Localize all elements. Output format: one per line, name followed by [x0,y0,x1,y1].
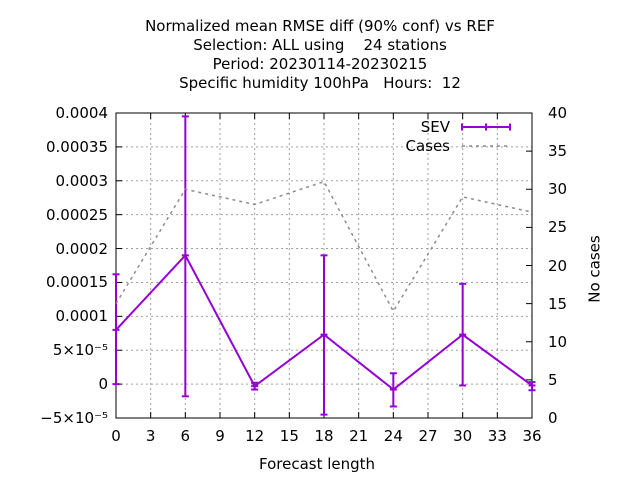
y-tick-label: 0.0002 [55,239,109,258]
x-tick-label: 18 [314,427,334,445]
y-tick-label: 0.0001 [55,307,109,326]
y-tick-label: 0.00015 [45,273,108,292]
x-axis-label: Forecast length [259,455,376,473]
y2-tick-label: 10 [548,332,568,351]
x-tick-label: 12 [245,427,265,445]
y2-tick-label: 0 [548,409,558,427]
title-line-4: Specific humidity 100hPa Hours: 12 [179,74,461,92]
y-tick-label: −5×10⁻⁵ [40,409,108,427]
x-tick-label: 9 [215,427,225,445]
x-tick-label: 21 [349,427,369,445]
y-tick-label: 0.00035 [45,137,108,156]
legend-label: SEV [420,118,450,136]
y2-axis-label: No cases [585,235,604,303]
x-tick-label: 24 [383,427,403,445]
y2-tick-label: 35 [548,142,568,161]
y-tick-label: 0.0003 [55,171,109,190]
x-tick-label: 0 [111,427,121,445]
series-line-cases [115,180,533,313]
x-tick-label: 6 [180,427,191,445]
y-tick-label: 5×10⁻⁵ [52,341,108,360]
x-tick-label: 15 [279,427,299,445]
y2-tick-label: 25 [548,218,568,237]
title-line-1: Normalized mean RMSE diff (90% conf) vs … [145,17,495,35]
title-line-2: Selection: ALL using 24 stations [193,36,447,54]
x-tick-label: 27 [418,427,438,445]
series-layer [112,115,536,416]
y-tick-label: 0.0004 [55,104,109,122]
x-tick-label: 36 [522,427,542,445]
title-line-3: Period: 20230114-20230215 [212,55,428,73]
y-tick-label: 0.00025 [45,205,108,224]
x-tick-label: 33 [487,427,507,445]
y2-tick-label: 30 [548,180,568,199]
legend-label: Cases [405,137,450,155]
y2-tick-label: 15 [548,294,568,313]
y2-tick-label: 5 [548,370,558,389]
legend [461,123,511,147]
y2-tick-label: 20 [548,256,568,275]
y2-tick-label: 40 [548,104,568,122]
x-tick-label: 3 [145,427,156,445]
x-tick-label: 30 [453,427,473,445]
y-tick-label: 0 [98,375,108,394]
